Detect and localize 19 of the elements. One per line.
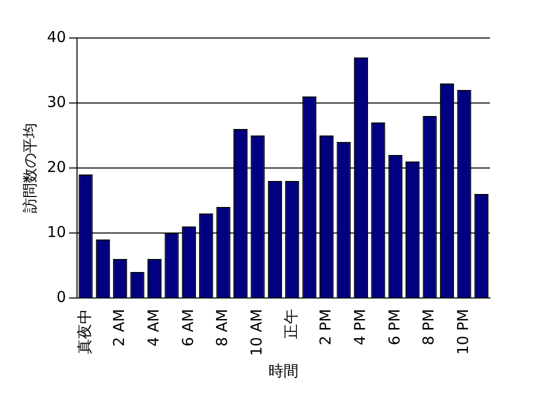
x-tick-label: 8 AM <box>213 308 232 346</box>
x-tick-label: 4 AM <box>144 308 162 346</box>
x-tick-label: 6 PM <box>385 308 404 346</box>
y-tick-label: 20 <box>46 158 66 176</box>
y-tick-label: 0 <box>56 288 66 306</box>
x-tick-label: 8 PM <box>420 308 438 346</box>
x-tick-label: 4 PM <box>350 308 369 346</box>
x-tick-label: 10 PM <box>454 308 472 355</box>
x-tick-label: 6 AM <box>178 308 197 346</box>
x-tick-label: 正午 <box>282 308 300 339</box>
x-axis-title: 時間 <box>268 362 299 380</box>
y-tick-label: 10 <box>46 222 66 241</box>
y-tick-label: 30 <box>46 92 66 111</box>
y-axis-title: 訪問数の平均 <box>20 122 39 213</box>
x-tick-label: 10 AM <box>248 308 266 356</box>
y-tick-label: 40 <box>46 28 66 46</box>
x-tick-label: 真夜中 <box>76 308 94 354</box>
x-tick-label: 2 AM <box>110 308 128 346</box>
x-tick-label: 2 PM <box>316 308 334 346</box>
